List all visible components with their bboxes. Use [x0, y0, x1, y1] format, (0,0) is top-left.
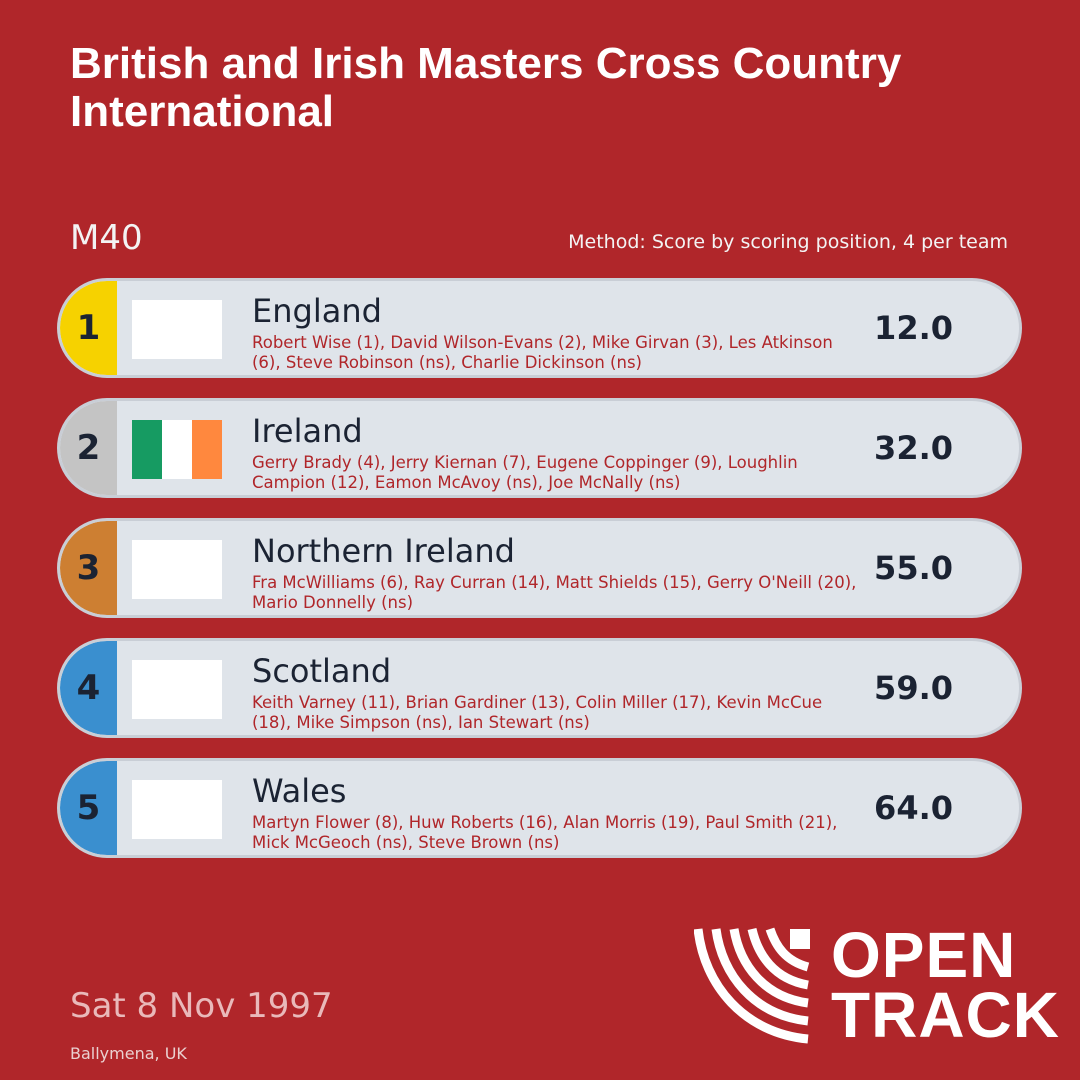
results-list: 1 England Robert Wise (1), David Wilson-…: [57, 278, 1022, 878]
team-name: Wales: [252, 772, 347, 810]
page-title: British and Irish Masters Cross Country …: [70, 39, 902, 136]
open-track-logo-icon: [694, 927, 810, 1044]
rank-badge: 1: [60, 281, 117, 375]
rank-badge: 4: [60, 641, 117, 735]
result-row: 4 Scotland Keith Varney (11), Brian Gard…: [57, 638, 1022, 738]
result-row: 5 Wales Martyn Flower (8), Huw Roberts (…: [57, 758, 1022, 858]
result-row: 1 England Robert Wise (1), David Wilson-…: [57, 278, 1022, 378]
ireland-flag-icon: [132, 420, 222, 479]
team-name: England: [252, 292, 382, 330]
flag-stripe-white: [162, 420, 192, 479]
team-name: Ireland: [252, 412, 363, 450]
logo-line1: OPEN: [831, 919, 1017, 991]
team-flag: [132, 780, 222, 839]
team-members: Robert Wise (1), David Wilson-Evans (2),…: [252, 333, 833, 372]
rank-badge: 5: [60, 761, 117, 855]
result-row: 3 Northern Ireland Fra McWilliams (6), R…: [57, 518, 1022, 618]
team-flag: [132, 540, 222, 599]
team-name: Northern Ireland: [252, 532, 515, 570]
team-score: 64.0: [874, 789, 953, 827]
event-venue: Ballymena, UK: [70, 1044, 187, 1063]
team-members: Fra McWilliams (6), Ray Curran (14), Mat…: [252, 573, 857, 612]
team-score: 59.0: [874, 669, 953, 707]
team-members: Gerry Brady (4), Jerry Kiernan (7), Euge…: [252, 453, 798, 492]
event-date: Sat 8 Nov 1997: [70, 986, 333, 1026]
flag-stripe-green: [132, 420, 162, 479]
age-category: M40: [70, 218, 143, 258]
logo-line2: TRACK: [831, 979, 1060, 1051]
rank-badge: 3: [60, 521, 117, 615]
open-track-logo: OPEN TRACK: [694, 919, 1059, 1047]
result-row: 2 Ireland Gerry Brady (4), Jerry Kiernan…: [57, 398, 1022, 498]
team-score: 32.0: [874, 429, 953, 467]
team-members: Martyn Flower (8), Huw Roberts (16), Ala…: [252, 813, 838, 852]
team-score: 55.0: [874, 549, 953, 587]
team-name: Scotland: [252, 652, 392, 690]
team-score: 12.0: [874, 309, 953, 347]
team-flag: [132, 420, 222, 479]
flag-stripe-orange: [192, 420, 222, 479]
scoring-method: Method: Score by scoring position, 4 per…: [568, 231, 1008, 253]
rank-badge: 2: [60, 401, 117, 495]
team-flag: [132, 300, 222, 359]
team-flag: [132, 660, 222, 719]
team-members: Keith Varney (11), Brian Gardiner (13), …: [252, 693, 823, 732]
